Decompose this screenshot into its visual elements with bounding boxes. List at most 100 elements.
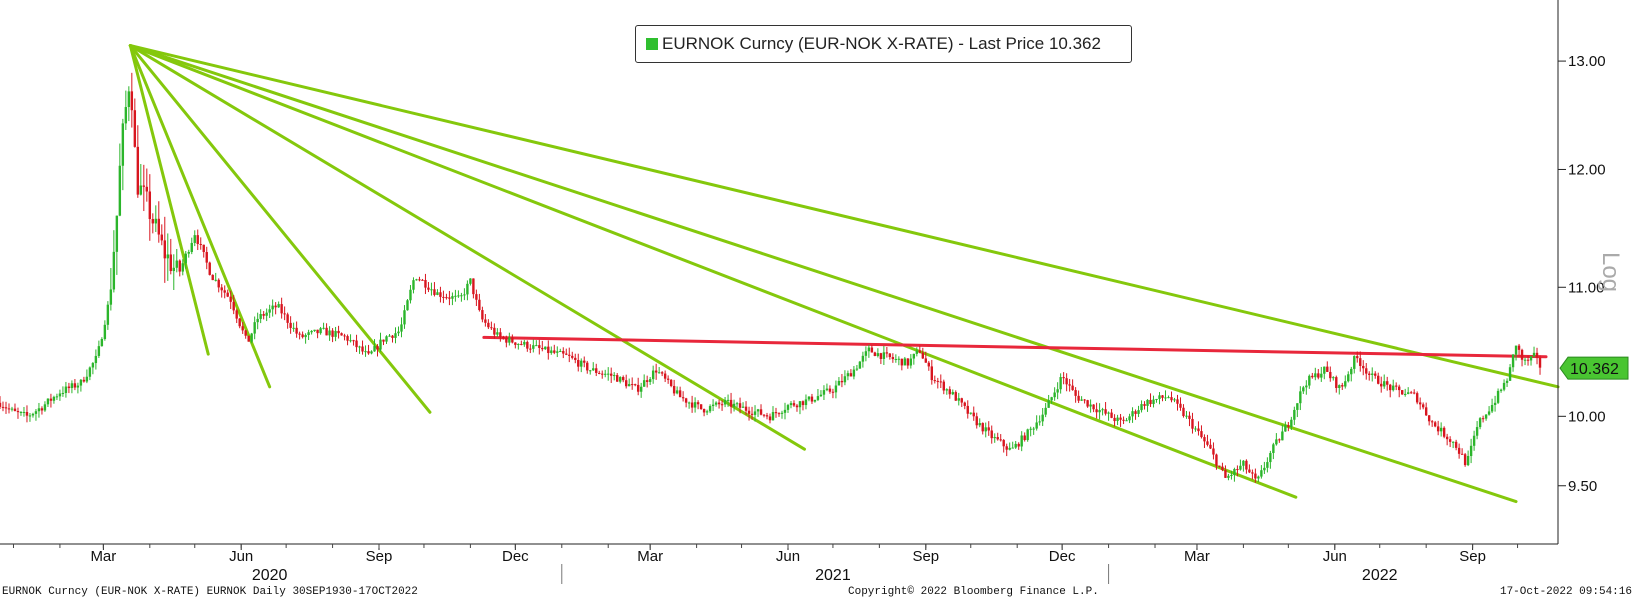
- candle-body: [1466, 456, 1470, 466]
- candle-body: [1056, 389, 1059, 393]
- candle-body: [1149, 399, 1152, 405]
- candle-body: [861, 355, 865, 362]
- candle-body: [813, 399, 817, 402]
- candle-body: [604, 373, 607, 375]
- candle-body: [1245, 460, 1248, 470]
- candle-body: [499, 332, 502, 338]
- candle-body: [361, 346, 364, 352]
- candle-body: [795, 405, 799, 408]
- candle-body: [226, 292, 229, 297]
- candle-body: [663, 373, 667, 379]
- candle-body: [61, 392, 65, 394]
- candle-body: [1167, 397, 1170, 399]
- candle-body: [1128, 416, 1131, 421]
- candle-body: [1332, 377, 1335, 379]
- candle-body: [1212, 448, 1215, 455]
- candle-body: [319, 328, 322, 334]
- candle-body: [145, 186, 149, 192]
- candle-body: [1137, 410, 1140, 414]
- candle-body: [636, 384, 640, 392]
- candle-body: [1020, 435, 1023, 447]
- candle-body: [439, 292, 442, 297]
- footer-timestamp: 17-Oct-2022 09:54:16: [1499, 586, 1632, 598]
- candle-body: [1155, 398, 1158, 400]
- trendline: [128, 44, 272, 389]
- candle-body: [1248, 469, 1251, 473]
- candle-body: [888, 353, 892, 358]
- candle-body: [720, 404, 724, 406]
- candle-body: [1074, 390, 1077, 396]
- candle-body: [1092, 404, 1095, 410]
- candle-body: [79, 379, 83, 386]
- candle-body: [1392, 385, 1395, 391]
- candle-body: [1146, 399, 1149, 406]
- candle-body: [1329, 371, 1332, 379]
- candle-body: [915, 350, 919, 354]
- candle-body: [463, 294, 466, 296]
- candle-body: [1401, 390, 1404, 395]
- candle-body: [205, 252, 208, 263]
- candle-body: [906, 358, 910, 366]
- candle-body: [247, 335, 250, 342]
- candle-body: [607, 373, 610, 375]
- candle-body: [280, 304, 283, 314]
- candle-body: [933, 380, 936, 382]
- candle-body: [984, 427, 987, 432]
- candle-body: [765, 415, 769, 417]
- candle-body: [139, 185, 143, 195]
- candle-body: [10, 408, 14, 410]
- candle-body: [1517, 345, 1521, 350]
- candle-body: [1305, 385, 1308, 388]
- candle-body: [472, 278, 475, 295]
- candle-body: [855, 368, 859, 370]
- candle-body: [391, 335, 394, 338]
- candle-body: [1065, 378, 1068, 385]
- candle-body: [484, 319, 487, 323]
- candle-body: [1113, 417, 1116, 422]
- candle-body: [690, 402, 694, 408]
- candle-body: [900, 358, 904, 366]
- x-tick-label: Dec: [1049, 548, 1076, 565]
- candle-body: [864, 351, 868, 356]
- candle-body: [253, 322, 256, 334]
- candle-body: [1496, 390, 1500, 403]
- candle-body: [666, 378, 670, 380]
- year-label: 2020: [252, 567, 288, 584]
- x-tick-label: Dec: [502, 548, 529, 565]
- candle-body: [1532, 352, 1536, 357]
- candle-body: [1290, 419, 1293, 427]
- candle-body: [322, 327, 325, 329]
- candle-body: [1110, 412, 1113, 418]
- footer-copyright: Copyright© 2022 Bloomberg Finance L.P.: [848, 586, 1099, 598]
- candle-body: [562, 351, 565, 354]
- candle-body: [169, 254, 172, 272]
- candle-body: [520, 343, 523, 345]
- candle-body: [1158, 395, 1161, 399]
- candle-body: [190, 242, 193, 252]
- candle-body: [1080, 399, 1083, 401]
- candle-body: [241, 326, 244, 331]
- candle-body: [532, 345, 535, 349]
- candle-body: [481, 310, 484, 320]
- candle-body: [627, 384, 631, 387]
- candle-body: [70, 383, 74, 389]
- candle-body: [1436, 426, 1440, 432]
- candle-body: [1421, 404, 1425, 408]
- candle-body: [1389, 384, 1392, 391]
- candle-body: [229, 296, 232, 302]
- candle-body: [870, 347, 874, 353]
- candle-body: [1412, 392, 1416, 394]
- candle-body: [1254, 473, 1257, 479]
- candle-body: [199, 243, 202, 245]
- candle-body: [1299, 391, 1302, 404]
- candle-body: [274, 305, 277, 308]
- candle-body: [547, 346, 550, 354]
- candle-body: [172, 267, 175, 272]
- candle-body: [741, 406, 745, 408]
- candle-body: [400, 324, 403, 332]
- candle-body: [678, 390, 682, 398]
- candle-body: [334, 330, 337, 337]
- candle-body: [891, 357, 895, 360]
- candle-body: [550, 350, 553, 354]
- candle-body: [975, 416, 978, 426]
